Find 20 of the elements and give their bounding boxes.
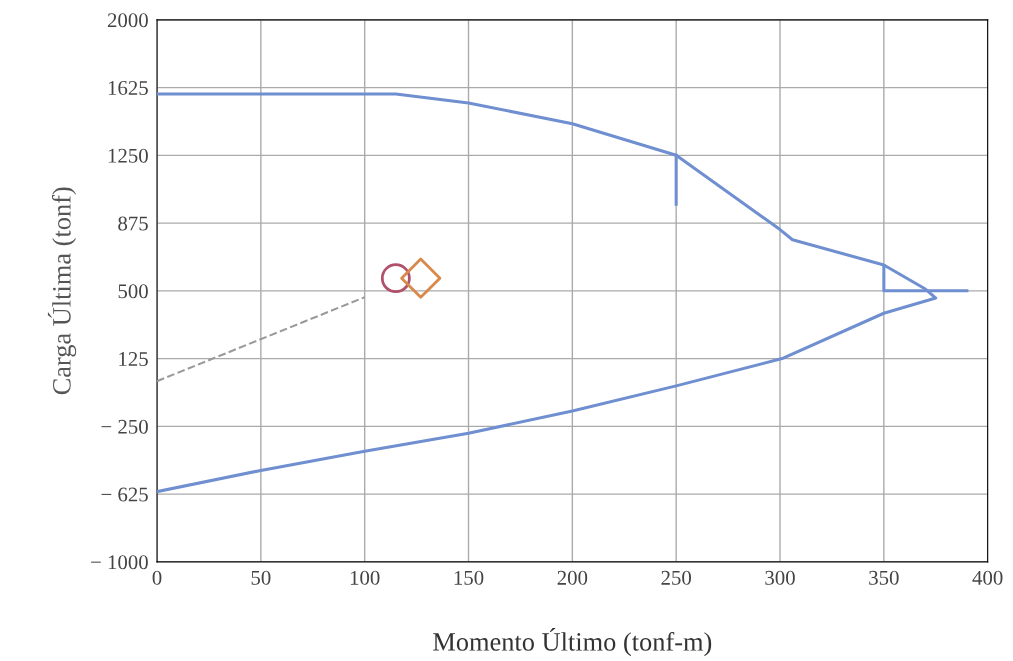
- y-tick-label: − 1000: [91, 555, 148, 570]
- x-tick-label: 50: [251, 570, 271, 585]
- y-tick-label: − 625: [101, 487, 148, 502]
- x-tick-label: 400: [972, 570, 1003, 585]
- x-tick-label: 250: [661, 570, 692, 585]
- x-tick-label: 200: [557, 570, 588, 585]
- y-tick-label: 875: [118, 216, 148, 231]
- x-axis-title: Momento Último (tonf-m): [433, 627, 712, 657]
- x-tick-label: 350: [869, 570, 899, 585]
- x-tick-label: 150: [454, 570, 484, 585]
- y-tick-label: 2000: [107, 13, 148, 28]
- y-tick-label: 125: [119, 352, 148, 367]
- y-axis-title: Carga Última (tonf): [47, 187, 77, 395]
- x-tick-label: 100: [350, 570, 380, 585]
- y-tick-label: 500: [118, 284, 148, 299]
- y-tick-label: 1250: [108, 148, 148, 163]
- y-tick-label: 1625: [108, 81, 148, 96]
- y-tick-label: − 250: [101, 419, 148, 434]
- x-tick-label: 0: [152, 570, 162, 585]
- x-tick-label: 300: [765, 570, 795, 585]
